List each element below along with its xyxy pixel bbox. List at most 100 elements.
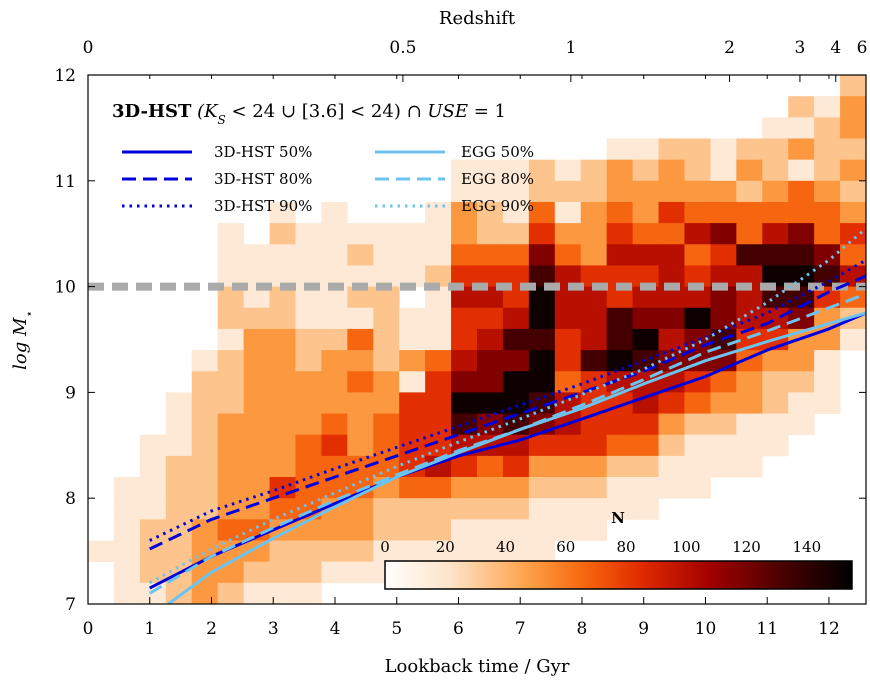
heatmap-cell xyxy=(269,582,296,604)
x-tick-label: 12 xyxy=(818,619,840,639)
colorbar-tick-label: 100 xyxy=(672,538,701,556)
heatmap-cell xyxy=(113,477,141,499)
heatmap-cell xyxy=(710,413,737,436)
heatmap-cell xyxy=(710,180,737,203)
heatmap-cell xyxy=(399,540,426,563)
heatmap-cell xyxy=(580,223,608,245)
heatmap-cell xyxy=(451,455,478,478)
heatmap-cell xyxy=(528,455,556,478)
heatmap-cell xyxy=(477,392,504,414)
heatmap-cell xyxy=(373,455,400,478)
heatmap-cell xyxy=(632,434,659,457)
heatmap-cell xyxy=(191,392,219,414)
heatmap-cell xyxy=(554,477,582,499)
heatmap-cell xyxy=(606,477,633,499)
heatmap-cell xyxy=(217,244,244,266)
heatmap-cell xyxy=(762,434,789,457)
heatmap-cell xyxy=(632,413,659,436)
heatmap-cell xyxy=(606,413,633,436)
heatmap-cell xyxy=(373,350,400,372)
heatmap-cell xyxy=(321,392,348,414)
heatmap-cell xyxy=(840,75,866,97)
x-tick-label: 7 xyxy=(515,619,526,639)
heatmap-cell xyxy=(528,223,556,245)
heatmap-cell xyxy=(762,180,789,203)
heatmap-cell xyxy=(684,477,711,499)
heatmap-cell xyxy=(840,117,866,139)
series-line-6 xyxy=(148,227,866,585)
heatmap-cell xyxy=(814,265,841,287)
top-axis-title: Redshift xyxy=(439,8,516,29)
heatmap-cell xyxy=(295,286,322,309)
heatmap-cell xyxy=(684,223,711,245)
heatmap-cell xyxy=(243,328,270,351)
x-axis-title: Lookback time / Gyr xyxy=(385,656,570,677)
heatmap-cell xyxy=(217,371,244,393)
heatmap-cell xyxy=(269,286,296,309)
heatmap-cell xyxy=(684,265,711,287)
heatmap-cell xyxy=(217,582,244,604)
heatmap-cell xyxy=(243,244,270,266)
heatmap-cell xyxy=(788,413,815,436)
heatmap-cell xyxy=(658,413,685,436)
heatmap-cell xyxy=(373,328,400,351)
y-axis-title: log M⋆ xyxy=(10,310,36,370)
heatmap-cell xyxy=(425,244,452,266)
heatmap-cell xyxy=(347,265,374,287)
heatmap-cell xyxy=(373,519,400,541)
heatmap-cell xyxy=(243,371,270,393)
heatmap-cell xyxy=(788,265,815,287)
heatmap-cell xyxy=(113,498,141,520)
heatmap-cell xyxy=(788,350,815,372)
heatmap-cell xyxy=(295,307,322,330)
heatmap-cell xyxy=(580,434,608,457)
y-tick-label: 11 xyxy=(54,172,76,192)
heatmap-cell xyxy=(528,477,556,499)
heatmap-cell xyxy=(113,561,141,584)
heatmap-cell xyxy=(658,159,685,182)
heatmap-cell xyxy=(606,201,633,224)
heatmap-cell xyxy=(554,371,582,393)
heatmap-cell xyxy=(243,413,270,436)
heatmap-cell xyxy=(347,244,374,266)
heatmap-cell xyxy=(606,159,633,182)
heatmap-cell xyxy=(425,392,452,414)
heatmap-cell xyxy=(580,265,608,287)
heatmap-cell xyxy=(736,201,763,224)
heatmap-cell xyxy=(554,286,582,309)
heatmap-cell xyxy=(632,477,659,499)
heatmap-cell xyxy=(736,371,763,393)
y-tick-label: 7 xyxy=(65,595,76,615)
top-tick-label: 2 xyxy=(724,38,735,58)
heatmap-cell xyxy=(606,265,633,287)
heatmap-cell xyxy=(580,350,608,372)
heatmap-cell xyxy=(399,519,426,541)
heatmap-cell xyxy=(477,455,504,478)
heatmap-cell xyxy=(502,519,530,541)
heatmap-cell xyxy=(606,455,633,478)
x-tick-label: 10 xyxy=(695,619,717,639)
heatmap-cell xyxy=(451,307,478,330)
series-line-2 xyxy=(149,274,866,551)
colorbar-title: N xyxy=(611,509,625,527)
heatmap-cell xyxy=(321,223,348,245)
heatmap-cell xyxy=(321,455,348,478)
heatmap-cell xyxy=(502,498,530,520)
heatmap-cell xyxy=(554,350,582,372)
heatmap-cell xyxy=(295,265,322,287)
heatmap-cell xyxy=(762,371,789,393)
heatmap-cell xyxy=(658,286,685,309)
heatmap-cell xyxy=(373,413,400,436)
heatmap-cell xyxy=(684,201,711,224)
x-tick-label: 1 xyxy=(144,619,155,639)
heatmap-cell xyxy=(191,434,219,457)
heatmap-cell xyxy=(658,244,685,266)
heatmap-cell xyxy=(451,201,478,224)
heatmap-cell xyxy=(528,350,556,372)
heatmap-cell xyxy=(840,201,866,224)
colorbar-tick-label: 120 xyxy=(732,538,761,556)
heatmap-cell xyxy=(477,540,504,563)
heatmap-cell xyxy=(554,265,582,287)
heatmap-cell xyxy=(814,286,841,309)
heatmap-cell xyxy=(580,159,608,182)
